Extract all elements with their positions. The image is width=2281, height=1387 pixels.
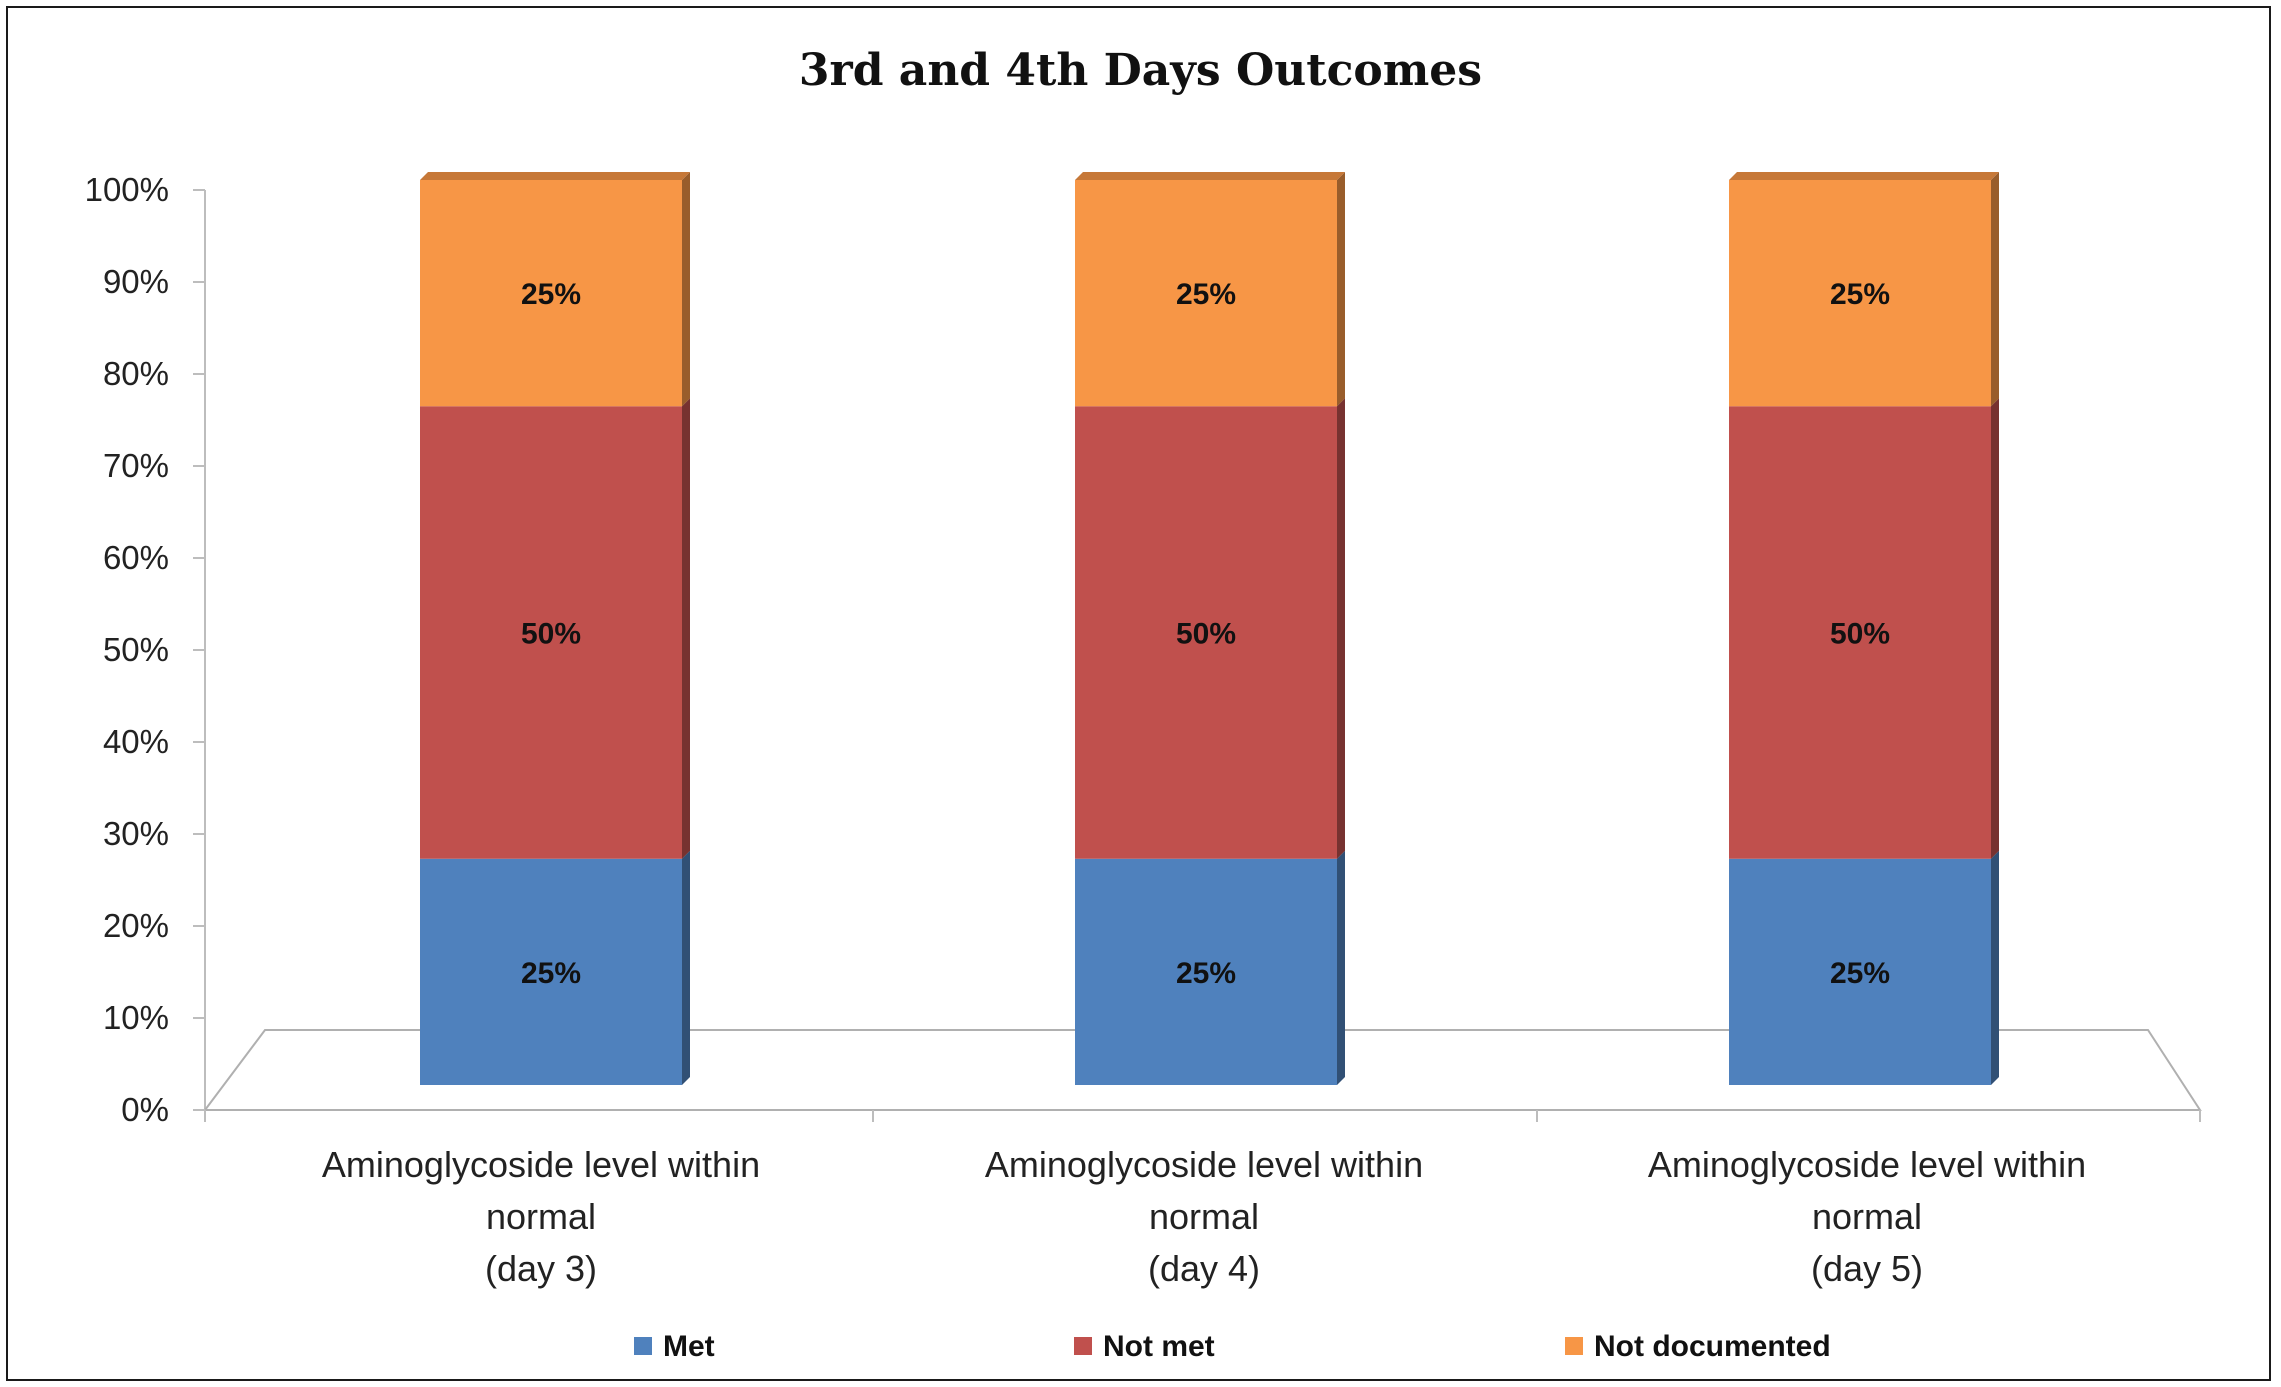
- chart-title: 3rd and 4th Days Outcomes: [798, 45, 1483, 96]
- chart-floor: [203, 1029, 2202, 1111]
- x-category-label: (day 3): [485, 1248, 597, 1289]
- bar-side-1-1: [1337, 398, 1345, 859]
- y-tick-label: 70%: [103, 447, 169, 484]
- y-tick-label: 50%: [103, 631, 169, 668]
- data-label: 50%: [1176, 618, 1236, 651]
- bar-side-0-2: [1991, 850, 1999, 1085]
- y-tick-label: 0%: [121, 1091, 169, 1128]
- y-tick-label: 80%: [103, 355, 169, 392]
- legend-label-not-met: Not met: [1103, 1330, 1215, 1363]
- bar-side-2-2: [1991, 172, 1999, 407]
- bar-side-2-1: [1337, 172, 1345, 407]
- bar-side-1-0: [682, 398, 690, 859]
- bar-segment-met-1: [420, 858, 682, 1085]
- data-label: 25%: [1830, 278, 1890, 311]
- bar-segment-not-met-2: [1075, 406, 1337, 859]
- data-label: 25%: [1830, 957, 1890, 990]
- bar-segment-met-2: [1075, 858, 1337, 1085]
- x-category-label: Aminoglycoside level within: [1648, 1144, 2086, 1185]
- y-tick-label: 20%: [103, 907, 169, 944]
- legend-swatch-not-documented: [1565, 1337, 1583, 1355]
- y-tick-label: 30%: [103, 815, 169, 852]
- data-label: 25%: [1176, 957, 1236, 990]
- y-tick-label: 60%: [103, 539, 169, 576]
- x-category-label: normal: [486, 1196, 596, 1237]
- bar-side-0-1: [1337, 850, 1345, 1085]
- y-tick-label: 40%: [103, 723, 169, 760]
- bar-segment-not-met-1: [420, 406, 682, 859]
- x-category-label: normal: [1149, 1196, 1259, 1237]
- legend-swatch-met: [634, 1337, 652, 1355]
- legend-label-not-documented: Not documented: [1594, 1330, 1831, 1363]
- bar-top-2: [1729, 172, 1999, 180]
- bar-segment-not-documented-3: [1729, 180, 1991, 407]
- data-label: 25%: [521, 957, 581, 990]
- bar-segment-met-3: [1729, 858, 1991, 1085]
- bar-segment-not-documented-1: [420, 180, 682, 407]
- data-label: 25%: [521, 278, 581, 311]
- legend-label-met: Met: [663, 1330, 715, 1363]
- x-category-label: Aminoglycoside level within: [985, 1144, 1423, 1185]
- data-label: 50%: [1830, 618, 1890, 651]
- bar-segment-not-documented-2: [1075, 180, 1337, 407]
- x-category-label: (day 5): [1811, 1248, 1923, 1289]
- bar-top-1: [1075, 172, 1345, 180]
- x-category-label: Aminoglycoside level within: [322, 1144, 760, 1185]
- x-category-label: normal: [1812, 1196, 1922, 1237]
- legend-swatch-not-met: [1074, 1337, 1092, 1355]
- bar-side-2-0: [682, 172, 690, 407]
- data-label: 25%: [1176, 278, 1236, 311]
- y-tick-label: 10%: [103, 999, 169, 1036]
- bar-segment-not-met-3: [1729, 406, 1991, 859]
- bar-side-0-0: [682, 850, 690, 1085]
- x-category-label: (day 4): [1148, 1248, 1260, 1289]
- bar-top-0: [420, 172, 690, 180]
- y-tick-label: 100%: [85, 171, 169, 208]
- data-label: 50%: [521, 618, 581, 651]
- bar-side-1-2: [1991, 398, 1999, 859]
- y-tick-label: 90%: [103, 263, 169, 300]
